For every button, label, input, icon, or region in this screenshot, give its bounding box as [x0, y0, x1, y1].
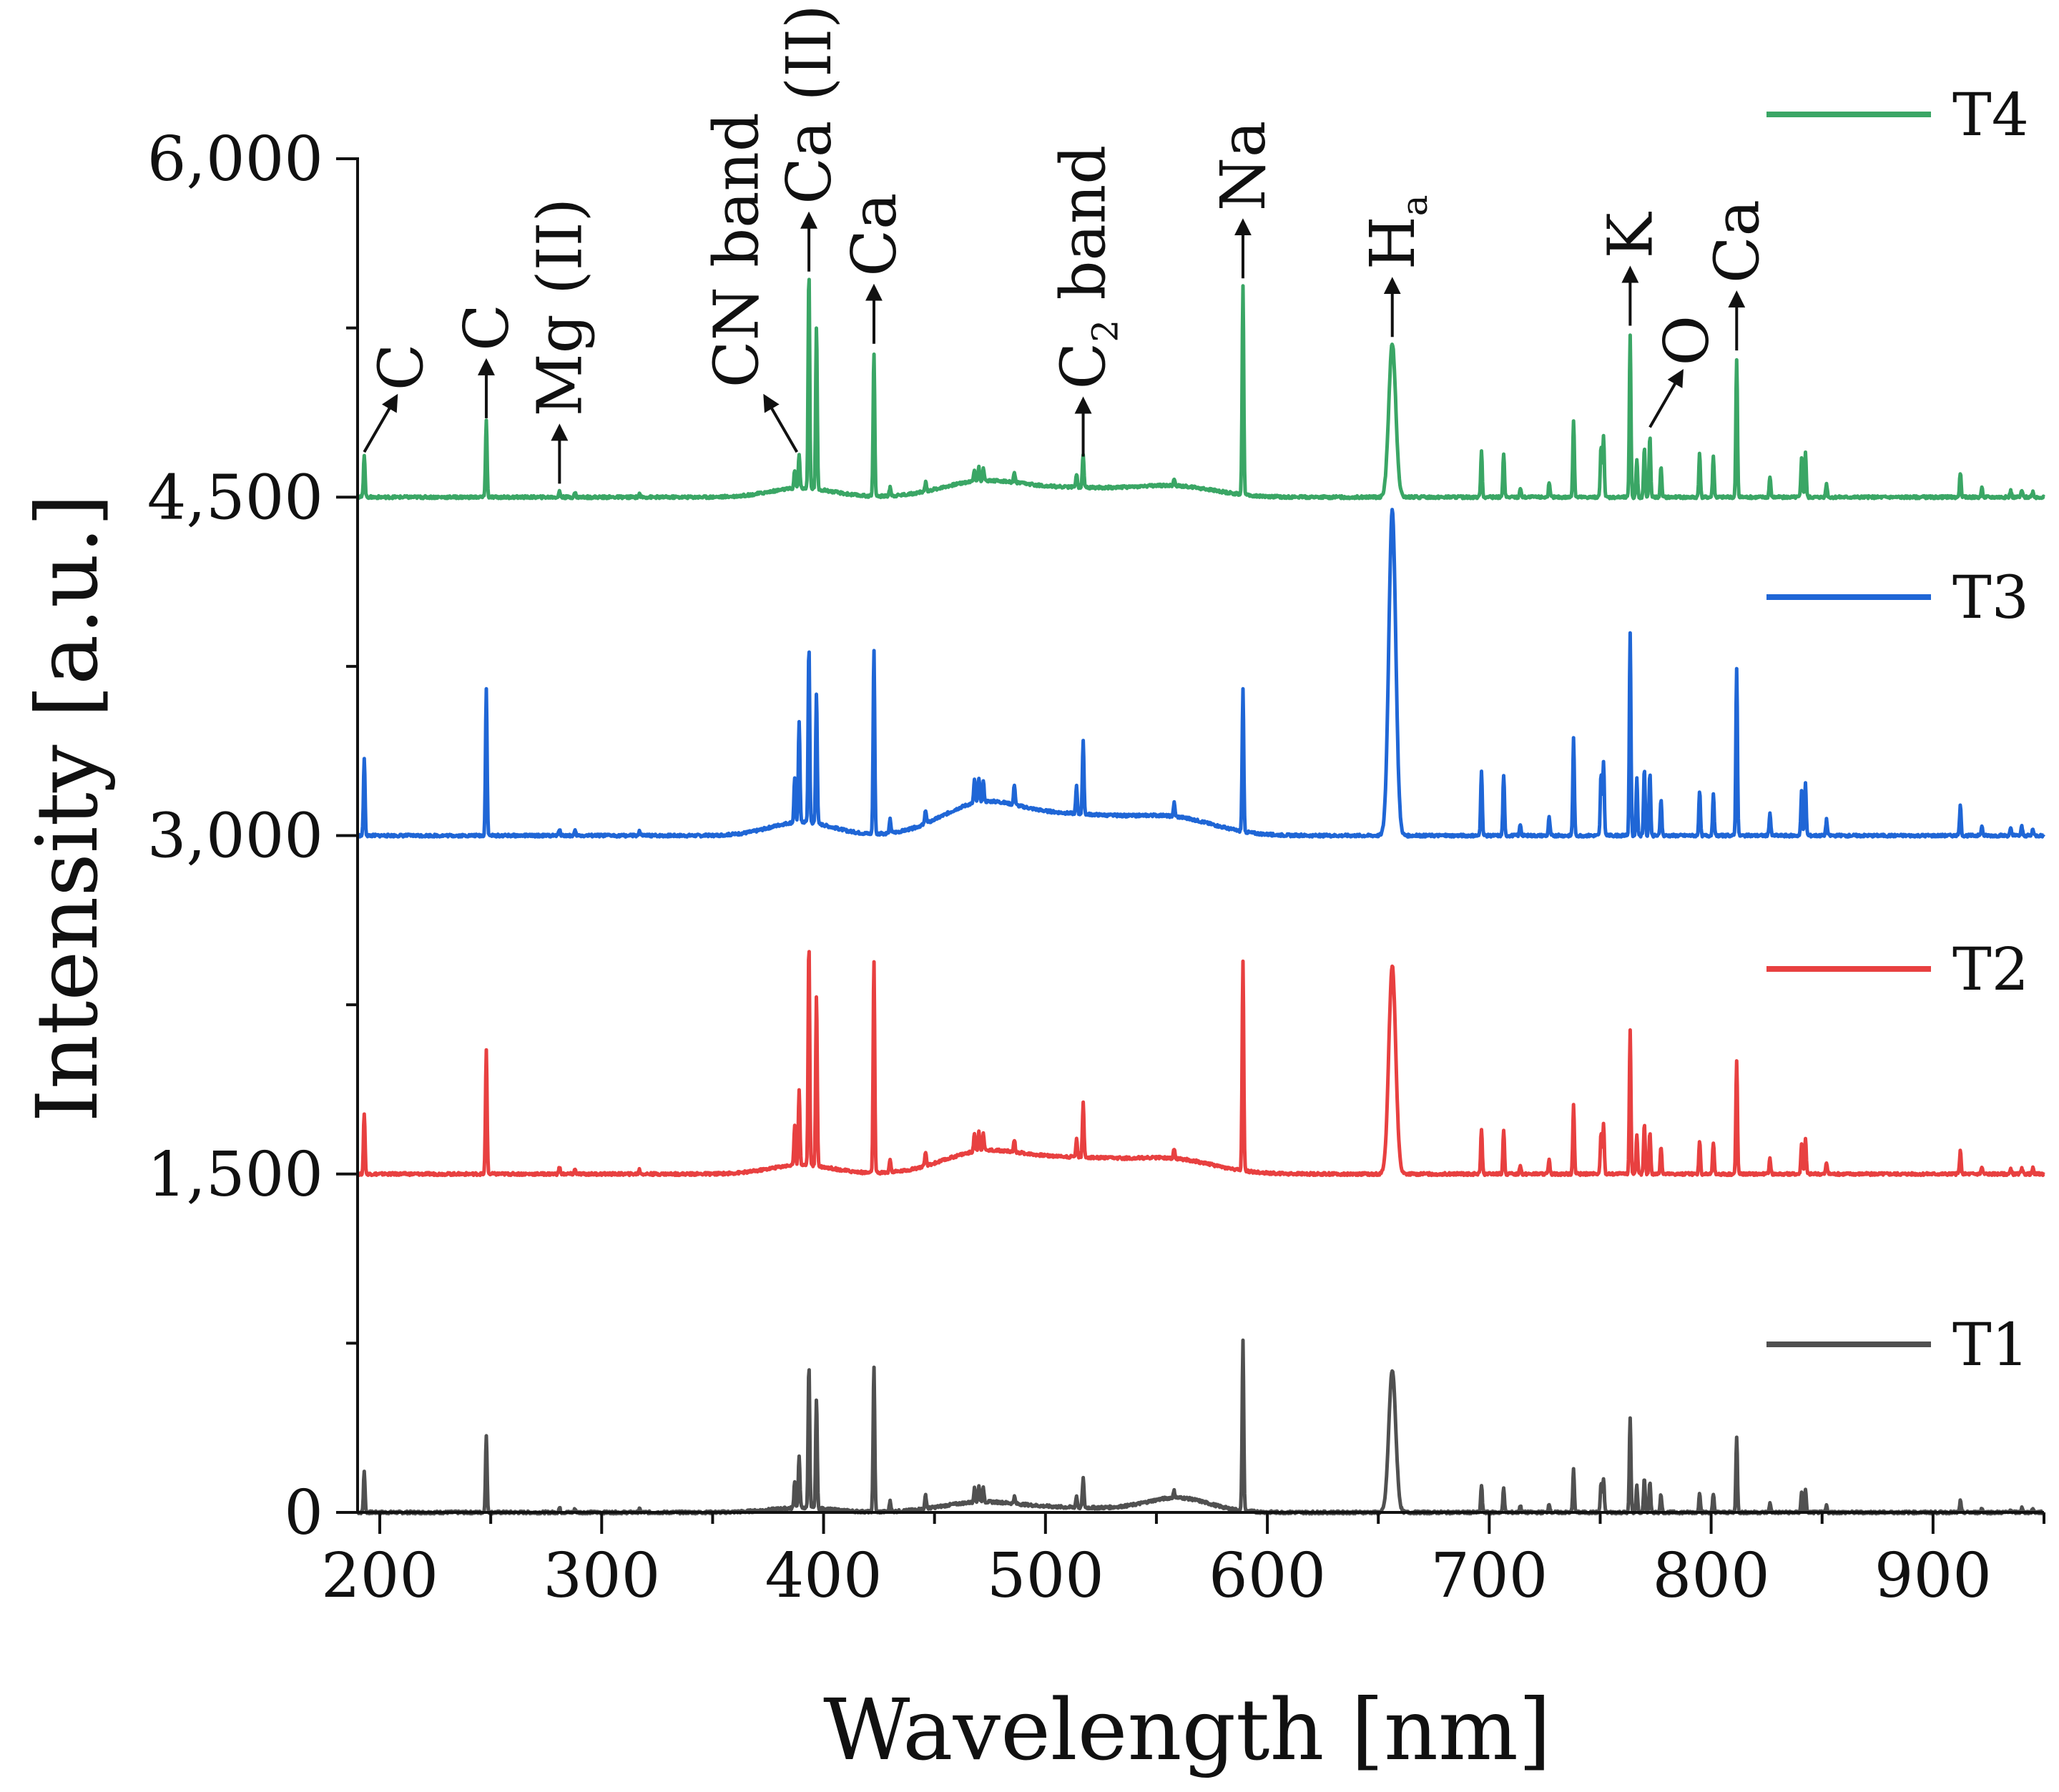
annotation-9: K: [1595, 211, 1666, 326]
annotation-7: Na: [1208, 121, 1279, 279]
y-axis-title: Intensity [a.u.]: [18, 493, 117, 1122]
annotation-8: Ha: [1357, 195, 1435, 338]
axes-layer: 0 1,500 3,000 4,500 6,000 200 300 400 500 600 700 8…: [147, 124, 2045, 1612]
y-tick-label: 4,500: [147, 462, 323, 533]
annotation-6: C2 band: [1048, 145, 1126, 457]
x-tick-label: 200: [321, 1540, 438, 1612]
annotation-0: C: [363, 343, 437, 453]
series-layer: [355, 277, 2046, 1516]
annotation-2: Mg (II): [524, 198, 596, 484]
annotation-label: Mg (II): [524, 198, 596, 417]
annotation-arrow: [1648, 369, 1684, 428]
annotation-label: Na: [1208, 121, 1279, 212]
annotation-label: Ca: [839, 193, 910, 277]
legend-layer: T4 T3 T2 T1: [1766, 82, 2029, 1379]
annotation-label: C: [451, 304, 523, 351]
annotation-label: Ca (II): [774, 4, 845, 204]
legend-label-t4: T4: [1952, 82, 2029, 149]
x-tick-label: 800: [1653, 1540, 1770, 1612]
annotation-arrow: [763, 393, 799, 453]
annotation-arrow: [363, 393, 398, 453]
legend-label-t1: T1: [1952, 1311, 2029, 1379]
annotation-1: C: [451, 304, 523, 418]
y-tick-label: 6,000: [147, 124, 323, 195]
x-tick-label: 900: [1874, 1540, 1992, 1612]
x-tick-label: 300: [543, 1540, 660, 1612]
annotation-10: O: [1648, 315, 1723, 428]
annotation-5: Ca: [839, 193, 910, 344]
annotation-label: K: [1595, 211, 1666, 258]
legend-label-t2: T2: [1952, 936, 2029, 1004]
x-tick-label: 400: [765, 1540, 882, 1612]
annotation-11: Ca: [1701, 200, 1773, 351]
series-line-t4: [356, 277, 2045, 501]
y-tick-label: 3,000: [147, 801, 323, 872]
x-tick-label: 600: [1209, 1540, 1326, 1612]
annotation-label: Ca: [1701, 200, 1773, 283]
series-line-t3: [356, 508, 2045, 839]
annotation-label: O: [1651, 315, 1723, 366]
x-tick-label: 500: [987, 1540, 1104, 1612]
annotation-label: Ha: [1357, 195, 1435, 270]
series-line-t2: [355, 950, 2045, 1178]
legend-label-t3: T3: [1952, 564, 2029, 632]
y-tick-label: 0: [284, 1477, 323, 1549]
x-tick-label: 700: [1430, 1540, 1548, 1612]
annotation-label: CN band: [701, 112, 772, 388]
x-axis-title: Wavelength [nm]: [823, 1680, 1551, 1779]
annotation-3: CN band: [701, 112, 799, 453]
annotation-label: C: [365, 343, 437, 390]
y-tick-label: 1,500: [147, 1139, 323, 1211]
annotation-label: C2 band: [1048, 145, 1126, 390]
annotation-4: Ca (II): [774, 4, 845, 272]
series-line-t1: [356, 1338, 2046, 1516]
